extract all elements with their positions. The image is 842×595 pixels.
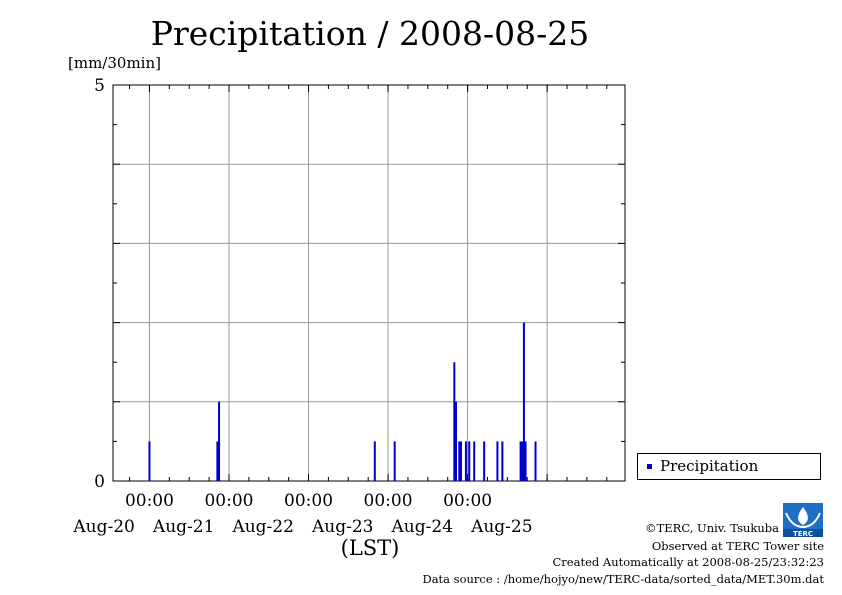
x-time-label: 00:00 [284,491,333,511]
legend: Precipitation [637,453,821,480]
precipitation-bar [216,441,219,481]
svg-text:TERC: TERC [793,530,813,537]
precipitation-bar [464,441,467,481]
x-time-label: 00:00 [364,491,413,511]
footer-created: Created Automatically at 2008-08-25/23:3… [552,555,825,569]
precipitation-bar [218,401,221,481]
precipitation-bar [519,441,522,481]
precipitation-bar [148,441,151,481]
x-time-label: 00:00 [125,491,174,511]
footer-source: Data source : /home/hojyo/new/TERC-data/… [422,572,824,586]
x-axis-label: (LST) [341,536,400,560]
x-date-label: Aug-23 [311,517,373,537]
precipitation-bar [459,441,462,481]
precipitation-bar [522,322,525,481]
footer-observed: Observed at TERC Tower site [651,539,824,553]
chart-title: Precipitation / 2008-08-25 [150,14,590,53]
legend-swatch [647,464,652,469]
precipitation-bar [483,441,486,481]
precipitation-bar [468,441,471,481]
precipitation-bar [458,441,461,481]
y-tick-label: 0 [94,472,105,492]
terc-logo-icon: TERC [783,503,823,537]
precipitation-bar [521,441,524,481]
precipitation-bar [524,441,527,481]
x-date-label: Aug-21 [152,517,214,537]
precipitation-bar [534,441,537,481]
y-axis-unit-label: [mm/30min] [68,54,161,72]
precipitation-bar [473,441,476,481]
precipitation-bar [453,362,456,481]
x-date-label: Aug-25 [470,517,532,537]
x-time-label: 00:00 [204,491,253,511]
precipitation-bar [373,441,376,481]
legend-label-precipitation: Precipitation [660,457,759,475]
x-date-label: Aug-20 [72,517,134,537]
precipitation-bar [393,441,396,481]
x-date-label: Aug-24 [391,517,453,537]
x-date-label: Aug-22 [231,517,293,537]
y-tick-label: 5 [94,76,105,96]
x-time-label: 00:00 [443,491,492,511]
precipitation-bar [501,441,504,481]
plot-frame [112,84,626,482]
footer-copyright: ©TERC, Univ. Tsukuba [645,521,779,535]
precipitation-bar [496,441,499,481]
precipitation-bar [454,401,457,481]
